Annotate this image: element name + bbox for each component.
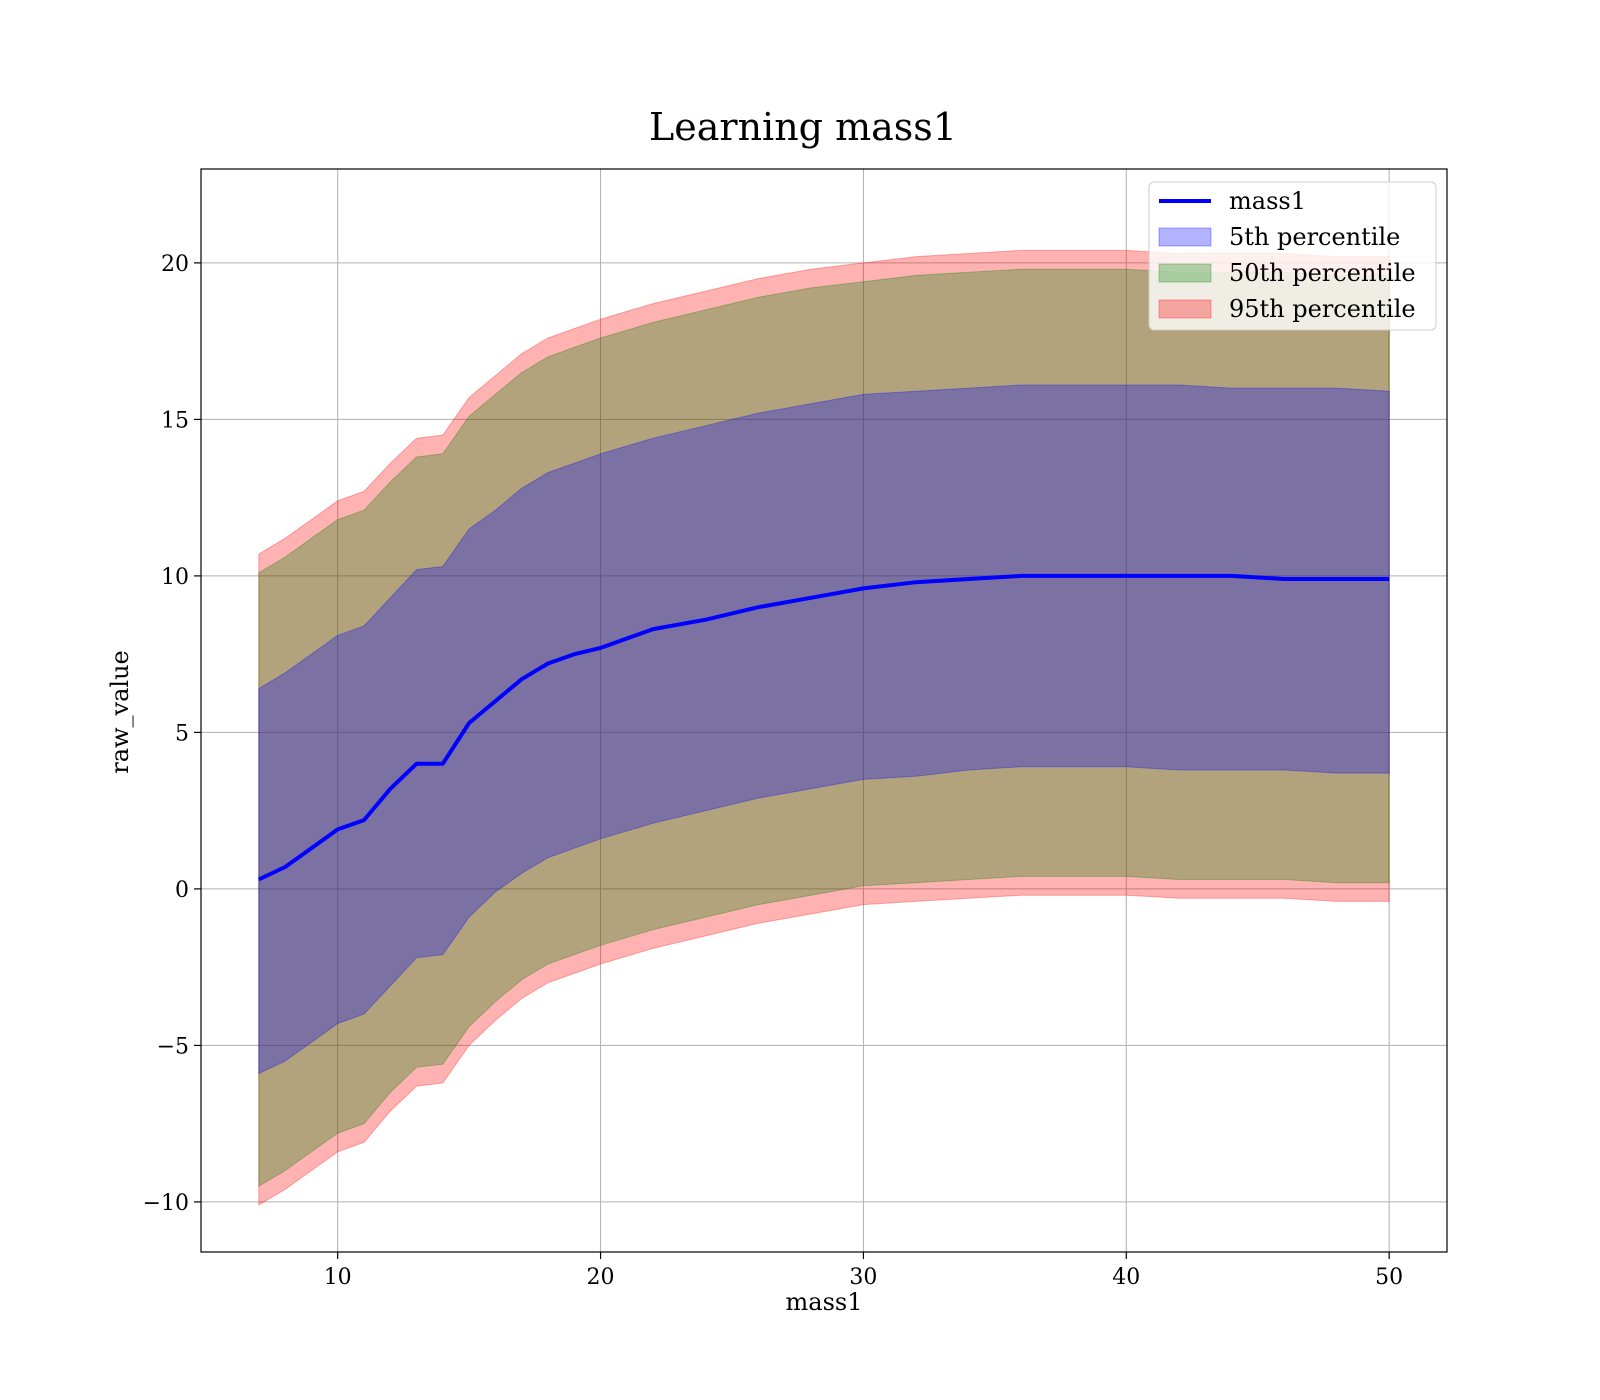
plot-area-frame <box>200 168 1448 1253</box>
mass1-line <box>257 573 1390 882</box>
legend-box <box>1148 181 1437 331</box>
50th-percentile-band <box>258 268 1390 1188</box>
legend-label: 50th percentile <box>1229 259 1416 287</box>
y-tick-label: 15 <box>161 408 189 433</box>
legend-swatch-patch <box>1158 263 1212 283</box>
chart-title: Learning mass1 <box>649 105 957 149</box>
legend-label: mass1 <box>1229 187 1306 215</box>
y-tick-label: 5 <box>175 721 189 746</box>
x-tick-label: 40 <box>1112 1265 1140 1290</box>
legend: mass1 5th percentile 50th percentile 95th p… <box>1148 181 1437 331</box>
legend-label: 5th percentile <box>1229 223 1400 251</box>
x-tick-label: 30 <box>849 1265 877 1290</box>
x-axis-label: mass1 <box>786 1288 863 1316</box>
y-axis-label: raw_value <box>106 650 134 774</box>
legend-label: 95th percentile <box>1229 295 1416 323</box>
legend-swatch-patch <box>1158 227 1212 247</box>
95th-percentile-band <box>258 249 1390 1206</box>
5th-percentile-band <box>258 384 1390 1075</box>
x-tick-label: 50 <box>1375 1265 1403 1290</box>
y-tick-label: −10 <box>143 1191 189 1216</box>
mass1-series-line <box>257 573 1390 882</box>
x-tick-label: 20 <box>587 1265 615 1290</box>
legend-swatch-patch <box>1158 299 1212 319</box>
y-axis-ticks: −10 −5 0 5 10 15 20 <box>143 252 201 1216</box>
x-axis-ticks: 10 20 30 40 50 <box>324 1252 1403 1290</box>
y-tick-label: −5 <box>157 1034 189 1059</box>
y-tick-label: 10 <box>161 565 189 590</box>
percentile-bands <box>258 249 1390 1206</box>
x-tick-label: 10 <box>324 1265 352 1290</box>
y-tick-label: 0 <box>175 878 189 903</box>
y-tick-label: 20 <box>161 252 189 277</box>
